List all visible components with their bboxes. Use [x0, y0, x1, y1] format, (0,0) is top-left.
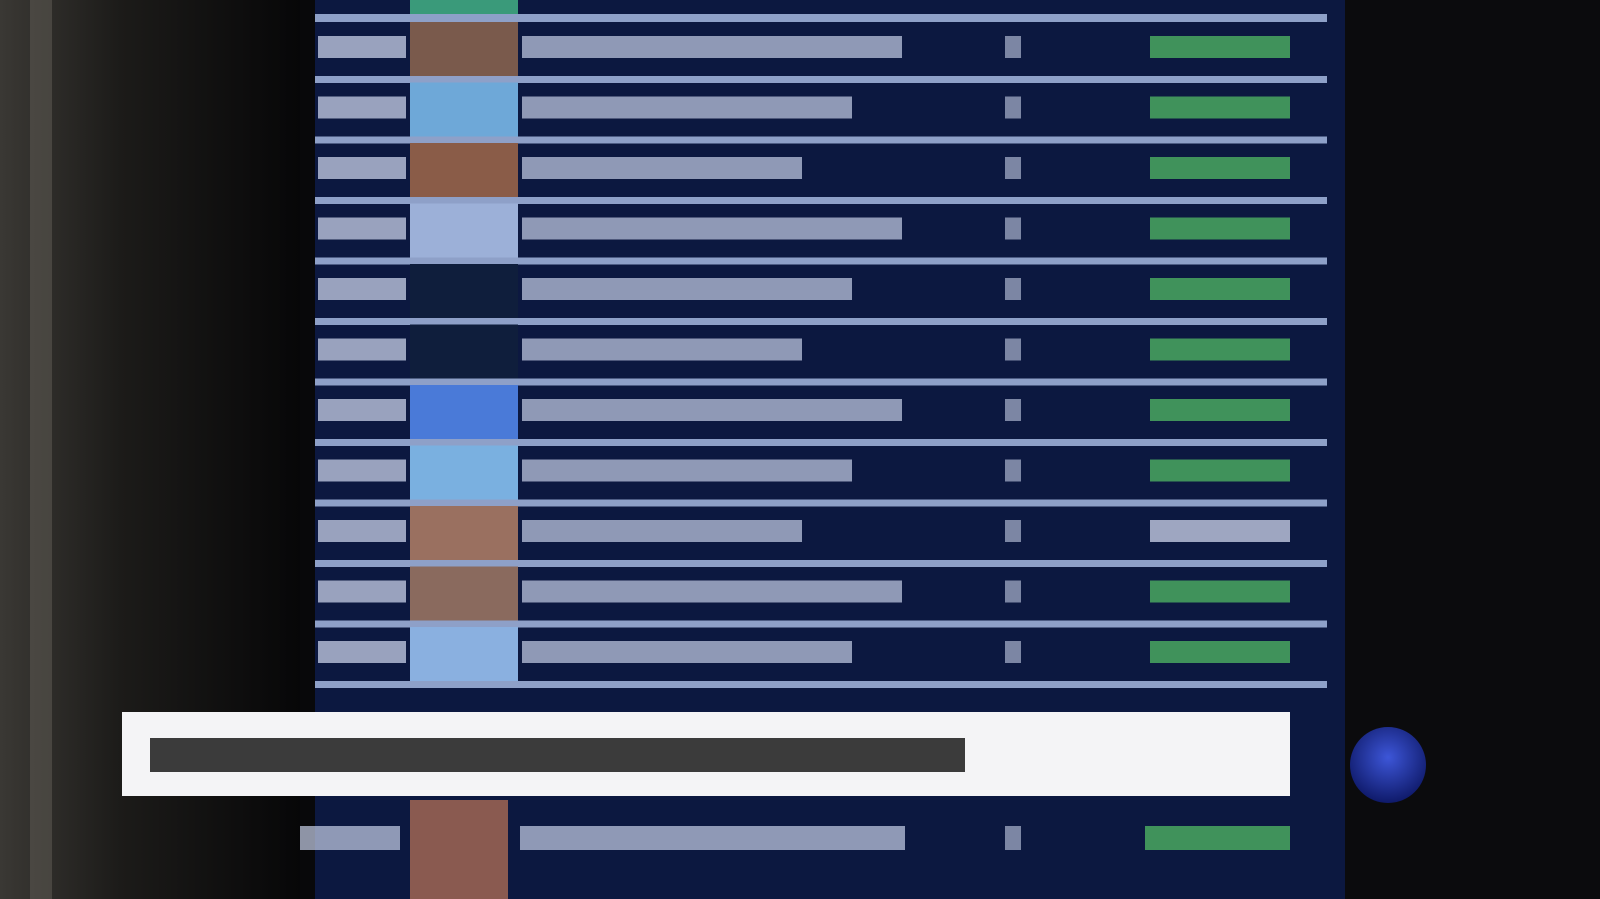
row-separator — [315, 76, 1327, 83]
destination-block — [522, 36, 902, 58]
platform-block — [1005, 826, 1021, 850]
platform-block — [1005, 399, 1021, 421]
status-block — [1150, 217, 1290, 240]
time-block — [318, 520, 406, 542]
destination-block — [522, 96, 852, 119]
status-block — [1150, 399, 1290, 421]
thumbnail — [410, 627, 518, 681]
pillar — [30, 0, 52, 899]
thumbnail — [410, 203, 518, 258]
thumbnail — [410, 264, 518, 318]
row-separator — [315, 681, 1327, 688]
thumbnail — [410, 385, 518, 439]
destination-block — [522, 520, 802, 542]
status-block — [1150, 520, 1290, 542]
platform-block — [1005, 96, 1021, 119]
destination-block — [522, 157, 802, 179]
status-block — [1150, 580, 1290, 603]
time-block — [300, 826, 400, 850]
destination-block — [520, 826, 905, 850]
destination-block — [522, 580, 902, 603]
caption-text-block — [150, 738, 965, 772]
status-block — [1150, 157, 1290, 179]
row-separator — [315, 318, 1327, 325]
status-block — [1145, 826, 1290, 850]
destination-block — [522, 399, 902, 421]
thumbnail — [410, 324, 518, 379]
status-block — [1150, 641, 1290, 663]
destination-block — [522, 459, 852, 482]
time-block — [318, 278, 406, 300]
time-block — [318, 217, 406, 240]
platform-block — [1005, 217, 1021, 240]
status-block — [1150, 459, 1290, 482]
row-separator — [315, 499, 1327, 507]
destination-block — [522, 641, 852, 663]
row-separator — [315, 136, 1327, 144]
status-block — [1150, 278, 1290, 300]
time-block — [318, 641, 406, 663]
thumbnail — [410, 22, 518, 76]
row-separator — [315, 197, 1327, 204]
thumbnail — [410, 566, 518, 621]
thumbnail — [410, 445, 518, 500]
time-block — [318, 399, 406, 421]
platform-block — [1005, 459, 1021, 482]
time-block — [318, 36, 406, 58]
row-separator — [315, 439, 1327, 446]
time-block — [318, 157, 406, 179]
time-block — [318, 459, 406, 482]
platform-block — [1005, 641, 1021, 663]
platform-block — [1005, 157, 1021, 179]
platform-block — [1005, 278, 1021, 300]
row-separator — [315, 560, 1327, 567]
destination-block — [522, 338, 802, 361]
row-separator — [315, 378, 1327, 386]
row-separator — [315, 620, 1327, 628]
channel-logo — [1350, 727, 1426, 803]
row-separator — [315, 14, 1327, 22]
time-block — [318, 96, 406, 119]
platform-block — [1005, 36, 1021, 58]
status-block — [1150, 96, 1290, 119]
platform-block — [1005, 520, 1021, 542]
thumbnail — [410, 143, 518, 197]
platform-block — [1005, 338, 1021, 361]
time-block — [318, 580, 406, 603]
row-separator — [315, 257, 1327, 265]
status-block — [1150, 36, 1290, 58]
thumbnail — [410, 0, 518, 14]
board-rows — [300, 0, 1327, 899]
status-block — [1150, 338, 1290, 361]
platform-block — [1005, 580, 1021, 603]
time-block — [318, 338, 406, 361]
thumbnail — [410, 82, 518, 137]
destination-block — [522, 217, 902, 240]
destination-block — [522, 278, 852, 300]
thumbnail — [410, 800, 508, 899]
thumbnail — [410, 506, 518, 560]
